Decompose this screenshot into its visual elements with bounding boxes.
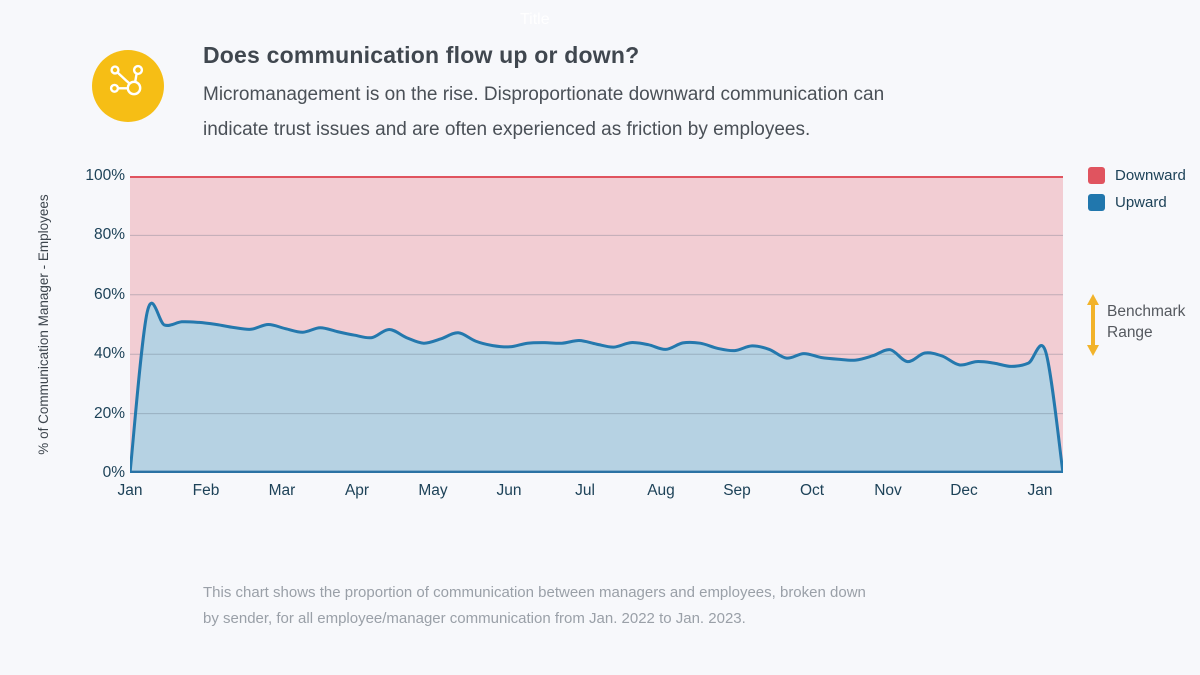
chart-caption: This chart shows the proportion of commu…	[203, 584, 866, 627]
upward-swatch-icon	[1088, 194, 1105, 211]
x-tick-oct: Oct	[799, 482, 825, 499]
y-tick-0: 0%	[102, 464, 125, 481]
plot-area[interactable]	[130, 176, 1063, 473]
y-tick-40: 40%	[93, 345, 125, 362]
y-axis-title: % of Communication Manager - Employees	[36, 194, 51, 455]
legend-item-upward[interactable]: Upward	[1088, 194, 1186, 211]
x-tick-feb: Feb	[192, 482, 220, 499]
x-tick-may: May	[418, 482, 448, 499]
x-tick-nov: Nov	[874, 482, 902, 499]
y-tick-100: 100%	[85, 167, 125, 184]
legend-label-downward: Downward	[1115, 167, 1186, 184]
legend-item-downward[interactable]: Downward	[1088, 167, 1186, 184]
x-tick-aug: Aug	[647, 482, 675, 499]
x-tick-jan2: Jan	[1027, 482, 1053, 499]
x-tick-apr: Apr	[344, 482, 370, 499]
benchmark-range-arrow-icon	[1085, 294, 1101, 361]
chart-title: Does communication flow up or down?	[203, 42, 640, 68]
downward-swatch-icon	[1088, 167, 1105, 184]
x-tick-jan: Jan	[117, 482, 143, 499]
app-logo	[92, 50, 164, 122]
x-tick-dec: Dec	[950, 482, 978, 499]
y-tick-60: 60%	[93, 286, 125, 303]
legend: Downward Upward	[1088, 167, 1186, 221]
chart-subtitle: Micromanagement is on the rise. Dispropo…	[203, 84, 885, 140]
stacked-area-chart[interactable]	[130, 176, 1063, 473]
x-tick-jul: Jul	[575, 482, 595, 499]
x-tick-mar: Mar	[268, 482, 296, 499]
page-watermark: Title	[520, 11, 550, 28]
network-share-icon	[92, 48, 164, 125]
y-tick-80: 80%	[93, 226, 125, 243]
x-tick-sep: Sep	[723, 482, 751, 499]
x-tick-jun: Jun	[496, 482, 522, 499]
legend-label-upward: Upward	[1115, 194, 1167, 211]
benchmark-range: Benchmark Range	[1085, 294, 1200, 361]
benchmark-range-label: Benchmark Range	[1107, 303, 1186, 341]
y-tick-20: 20%	[93, 405, 125, 422]
